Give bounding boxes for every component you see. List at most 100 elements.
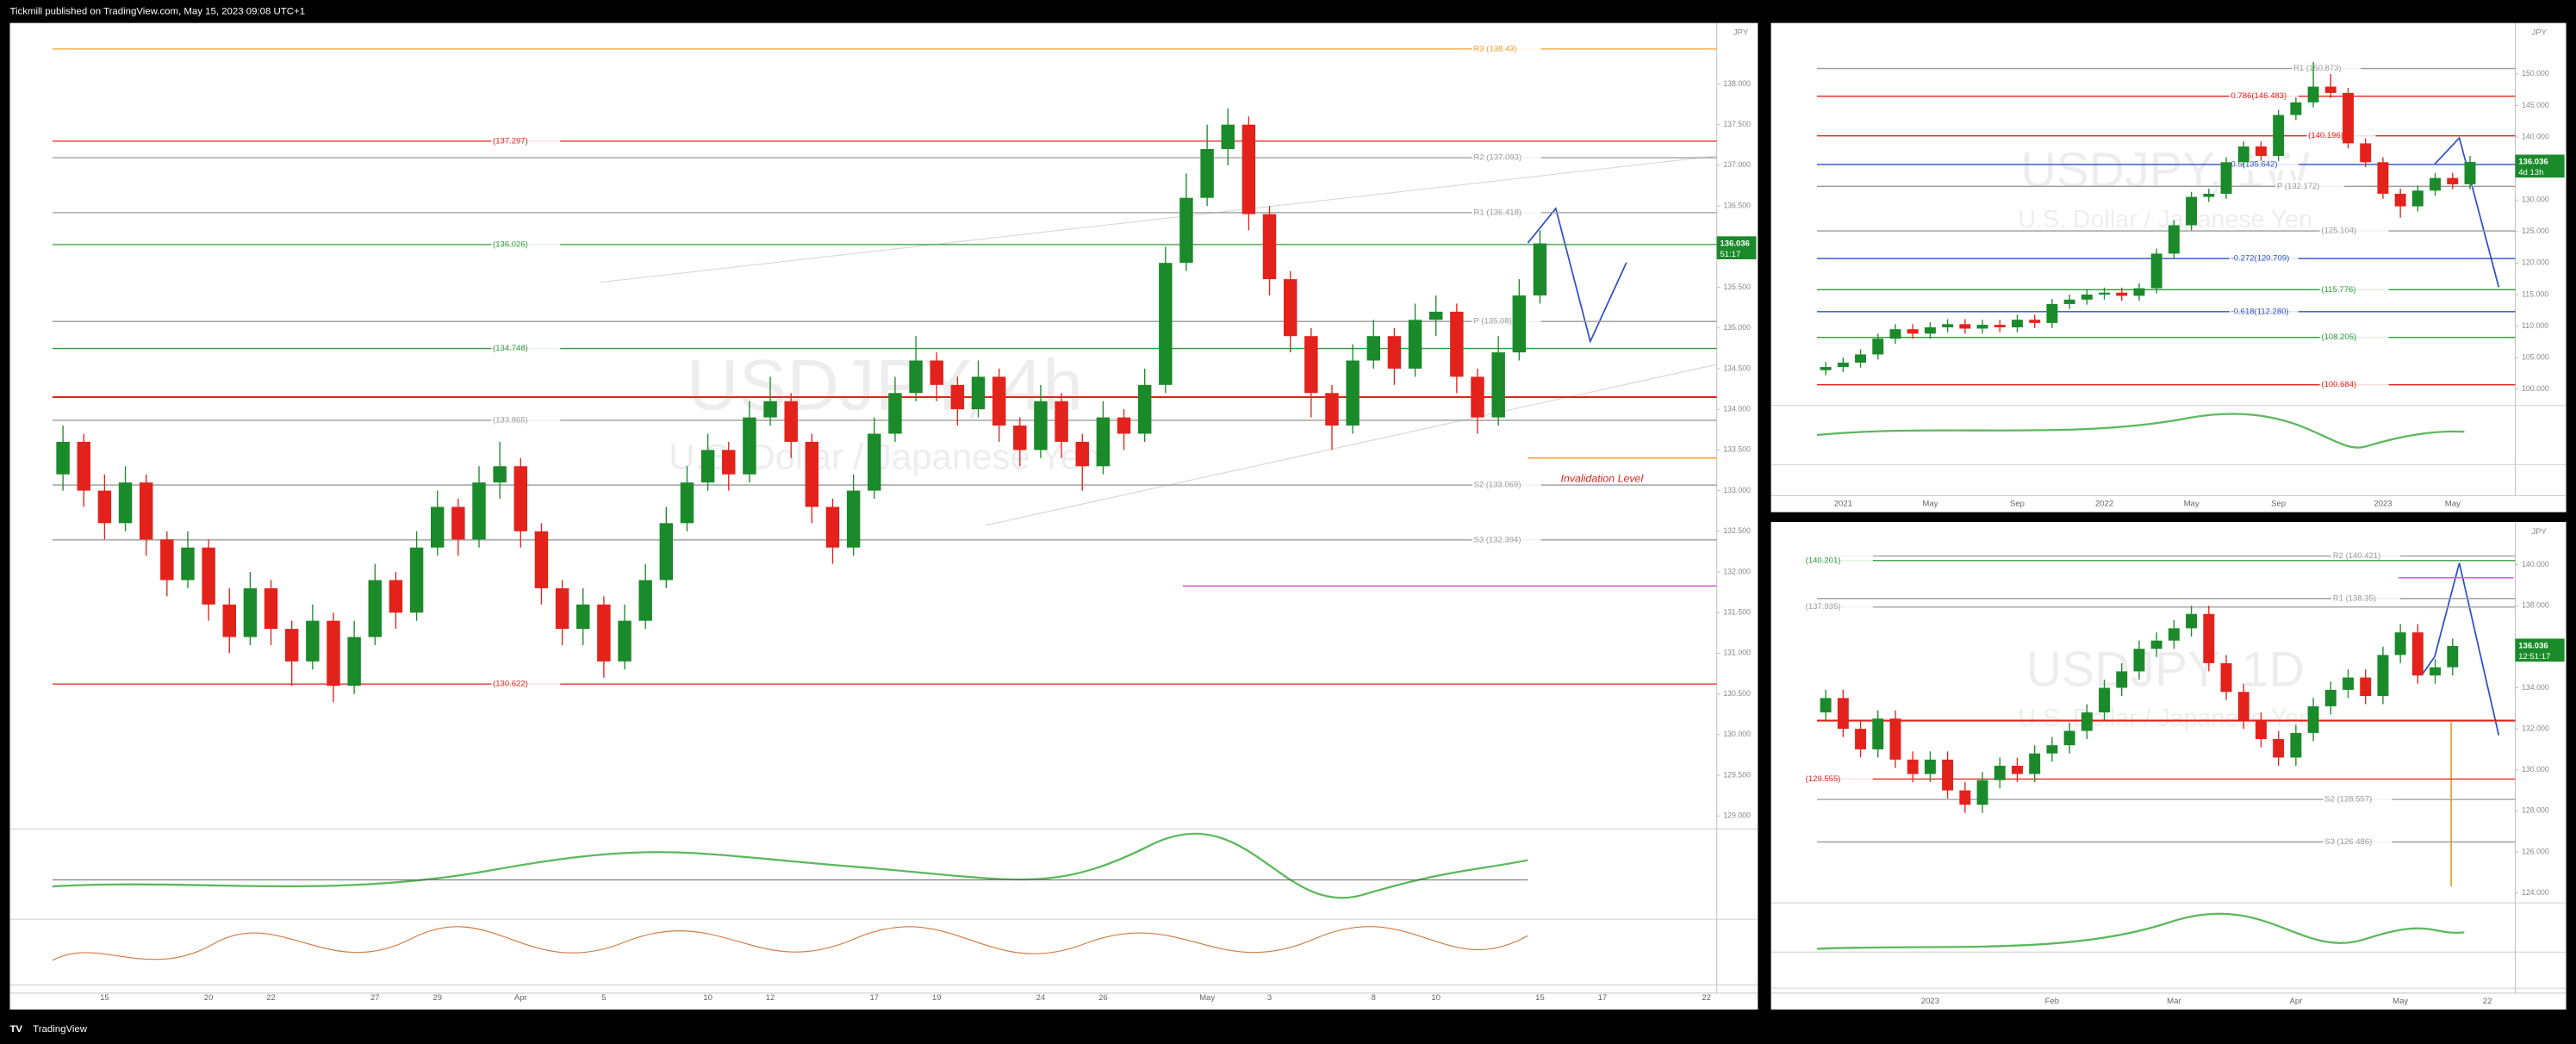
candle-body <box>1221 124 1235 150</box>
oscillator-line <box>1816 413 2465 449</box>
candle-body <box>1976 780 1988 805</box>
level-label-bg <box>2323 793 2392 805</box>
projection <box>2434 136 2500 288</box>
candle-body <box>2430 667 2442 676</box>
level-label: R1 (138.35) <box>2333 593 2376 603</box>
y-tick-label: 134.000 <box>1723 404 1751 413</box>
candle-body <box>638 580 652 621</box>
level-label: (129.555) <box>1806 774 1841 784</box>
level-label-bg <box>2330 550 2400 562</box>
candle-body <box>2255 146 2267 157</box>
candle-body <box>2220 662 2232 693</box>
y-tick-label: 130.500 <box>1723 689 1751 698</box>
level-label: (125.104) <box>2321 227 2356 236</box>
candle-body <box>1924 326 1936 334</box>
candle-body <box>2116 671 2128 688</box>
y-tick-label: 130.000 <box>1723 730 1751 738</box>
x-tick-label: 2023 <box>2374 500 2392 509</box>
oscillator-line <box>52 832 1528 899</box>
candle-body <box>1872 339 1884 355</box>
candle-body <box>1075 441 1089 467</box>
level-label-bg <box>491 678 561 690</box>
x-tick-label: May <box>2392 997 2408 1006</box>
candle-body <box>1262 214 1277 280</box>
candle-body <box>2447 645 2459 668</box>
projection <box>2422 562 2500 736</box>
x-tick-label: 24 <box>1036 993 1046 1003</box>
watermark-symbol: USDJPY, 1D <box>2026 642 2305 697</box>
candle-body <box>1283 279 1297 337</box>
candle-body <box>1889 329 1901 339</box>
x-tick-label: 15 <box>100 993 109 1003</box>
x-tick-label: 20 <box>204 993 214 1003</box>
candle-body <box>597 604 611 662</box>
candle-body <box>451 506 465 540</box>
candle-body <box>2237 146 2249 163</box>
level-label-bg <box>2319 283 2389 295</box>
candle-body <box>202 547 215 605</box>
y-tick-label: 133.500 <box>1723 445 1751 454</box>
candle-body <box>2046 303 2058 323</box>
level-label-bg <box>1472 43 1541 55</box>
x-tick-label: 10 <box>703 993 712 1003</box>
candle-body <box>1408 320 1422 369</box>
y-tick-label: 130.000 <box>2522 765 2549 774</box>
candle-body <box>1907 329 1919 334</box>
chart: USDJPY, 1WU.S. Dollar / Japanese YenJPY1… <box>1770 22 2567 509</box>
candle-body <box>2168 225 2180 254</box>
candle-body <box>2011 765 2023 774</box>
candle-body <box>576 604 590 630</box>
candle-body <box>950 384 965 410</box>
candle-body <box>618 620 632 662</box>
candle-body <box>2377 655 2389 696</box>
candle-body <box>763 401 777 418</box>
x-tick-label: 22 <box>266 993 276 1003</box>
candle-body <box>2203 193 2215 197</box>
y-tick-label: 140.000 <box>2522 132 2549 140</box>
x-tick-label: Mar <box>2167 997 2181 1006</box>
last-price-label: 136.036 <box>1720 239 1750 248</box>
candle-body <box>2377 162 2389 194</box>
candle-body <box>2324 86 2336 93</box>
candle-body <box>139 482 153 540</box>
x-tick-label: 10 <box>1431 993 1440 1003</box>
level-label: (134.748) <box>493 344 528 353</box>
level-label: (100.684) <box>2321 380 2356 389</box>
candle-body <box>2324 689 2336 706</box>
level-label: (137.297) <box>493 136 528 146</box>
y-tick-label: 131.500 <box>1723 608 1751 617</box>
x-tick-label: 26 <box>1098 993 1108 1003</box>
candle-body <box>2116 292 2128 296</box>
candle-body <box>1907 759 1919 774</box>
x-tick-label: 17 <box>869 993 879 1003</box>
x-tick-label: 2022 <box>2095 500 2113 509</box>
candle-body <box>2186 613 2198 629</box>
candle-body <box>784 401 798 442</box>
y-tick-label: 110.000 <box>2522 321 2548 330</box>
candle-body <box>181 547 195 581</box>
candle-body <box>264 587 278 630</box>
level-label: R3 (138.43) <box>1473 44 1516 53</box>
x-tick-label: 15 <box>1535 993 1545 1003</box>
candle-body <box>409 547 424 613</box>
x-tick-label: May <box>2445 500 2461 509</box>
y-tick-label: 137.000 <box>1723 160 1751 169</box>
candle-body <box>1924 759 1936 774</box>
candle-body <box>2220 162 2232 194</box>
last-price-label: 136.036 <box>2518 158 2548 167</box>
y-tick-label: 133.000 <box>1723 486 1751 494</box>
y-tick-label: 125.000 <box>2522 227 2549 235</box>
candle-body <box>1346 360 1360 426</box>
candle-body <box>1179 197 1193 264</box>
candle-body <box>1096 417 1111 467</box>
y-tick-label: 145.000 <box>2522 101 2549 109</box>
candle-body <box>2411 632 2424 676</box>
level-label-bg <box>2229 252 2299 264</box>
level-label-bg <box>2229 306 2299 318</box>
candle-body <box>2203 613 2215 663</box>
candle-body <box>722 450 736 475</box>
level-label-bg <box>491 135 561 147</box>
candle-body <box>2430 177 2442 191</box>
level-label: (108.205) <box>2321 332 2356 342</box>
candle-body <box>930 360 943 385</box>
